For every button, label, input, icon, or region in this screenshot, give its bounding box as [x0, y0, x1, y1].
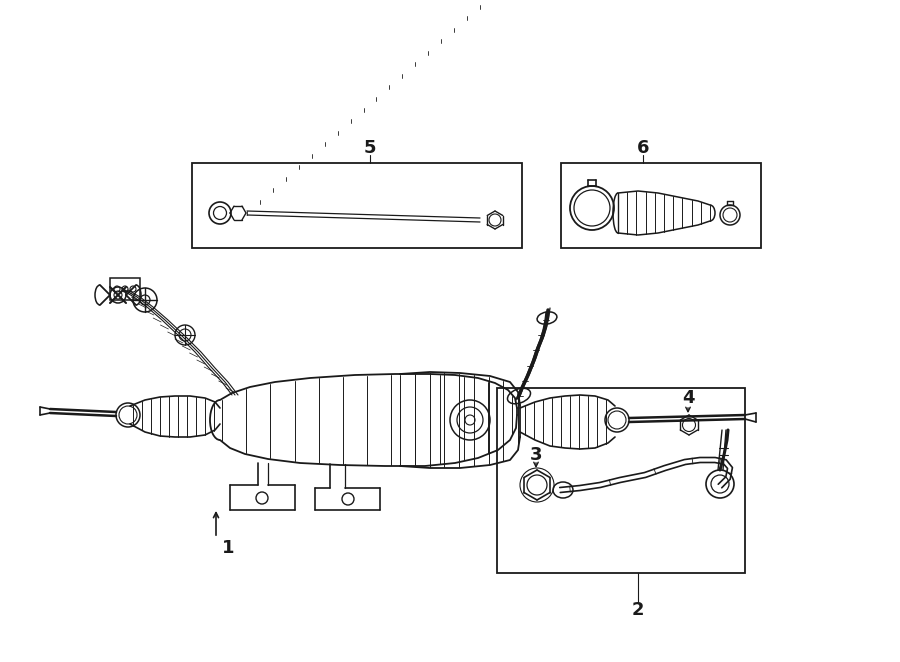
Bar: [497, 388, 745, 573]
Text: 2: 2: [632, 601, 644, 619]
Bar: [192, 163, 522, 248]
Bar: [110, 278, 140, 300]
Text: 3: 3: [530, 446, 542, 464]
Text: 5: 5: [364, 139, 376, 157]
Text: 1: 1: [221, 539, 234, 557]
Text: 4: 4: [682, 389, 694, 407]
Bar: [561, 163, 761, 248]
Text: 6: 6: [637, 139, 649, 157]
